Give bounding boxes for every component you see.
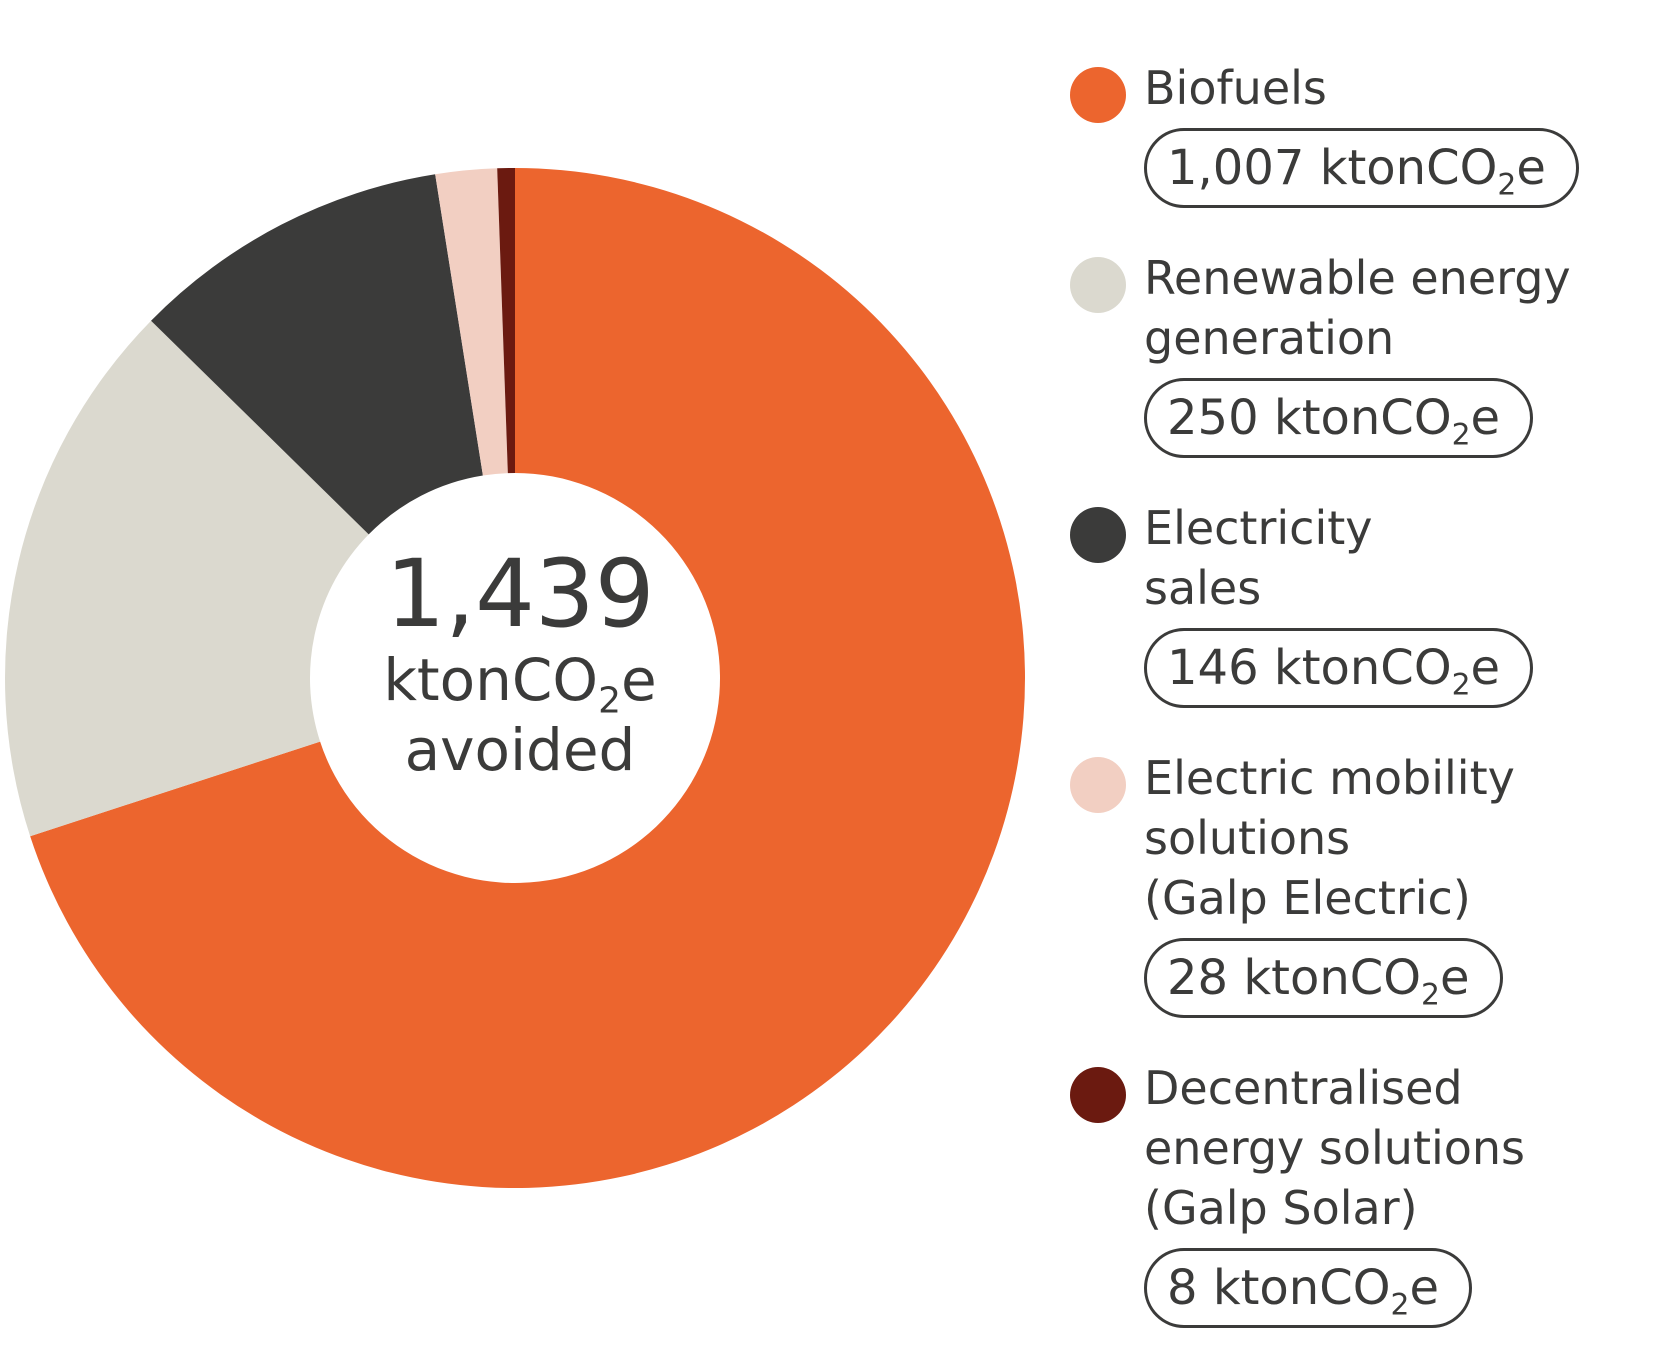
donut-chart [4,168,1025,1188]
donut-slice-biofuels [30,168,1025,1188]
legend-label-renewable-energy-generation: Renewable energy generation [1144,251,1571,365]
legend-value-pill-electricity-sales: 146 ktonCO2e [1144,628,1534,708]
legend-item-biofuels: Biofuels 1,007 ktonCO2e [1070,58,1660,208]
donut-slice-renewable-energy-generation [4,320,369,837]
legend: Biofuels 1,007 ktonCO2e Renewable energy… [1070,58,1660,1368]
legend-value-pill-decentralised-energy-solutions: 8 ktonCO2e [1144,1248,1472,1328]
legend-value-pill-biofuels: 1,007 ktonCO2e [1144,128,1579,208]
legend-label-decentralised-energy-solutions: Decentralised energy solutions (Galp Sol… [1144,1061,1526,1235]
legend-label-electricity-sales: Electricity sales [1144,501,1373,615]
legend-swatch-electricity-sales [1070,507,1126,563]
legend-swatch-biofuels [1070,67,1126,123]
legend-value-pill-renewable-energy-generation: 250 ktonCO2e [1144,378,1534,458]
donut-slice-electric-mobility-solutions [435,168,508,476]
legend-value-pill-electric-mobility-solutions: 28 ktonCO2e [1144,938,1503,1018]
legend-item-renewable-energy-generation: Renewable energy generation 250 ktonCO2e [1070,248,1660,458]
donut-slice-decentralised-energy-solutions [497,168,515,474]
legend-swatch-decentralised-energy-solutions [1070,1067,1126,1123]
center-total-caption: avoided [404,716,636,784]
legend-item-electricity-sales: Electricity sales 146 ktonCO2e [1070,498,1660,708]
center-total-unit: ktonCO2e [383,646,657,722]
legend-swatch-renewable-energy-generation [1070,257,1126,313]
center-total-value: 1,439 [385,540,655,649]
legend-swatch-electric-mobility-solutions [1070,757,1126,813]
legend-item-decentralised-energy-solutions: Decentralised energy solutions (Galp Sol… [1070,1058,1660,1328]
donut-slice-electricity-sales [151,174,483,535]
legend-label-electric-mobility-solutions: Electric mobility solutions (Galp Electr… [1144,751,1515,925]
legend-label-biofuels: Biofuels [1144,61,1327,115]
legend-item-electric-mobility-solutions: Electric mobility solutions (Galp Electr… [1070,748,1660,1018]
